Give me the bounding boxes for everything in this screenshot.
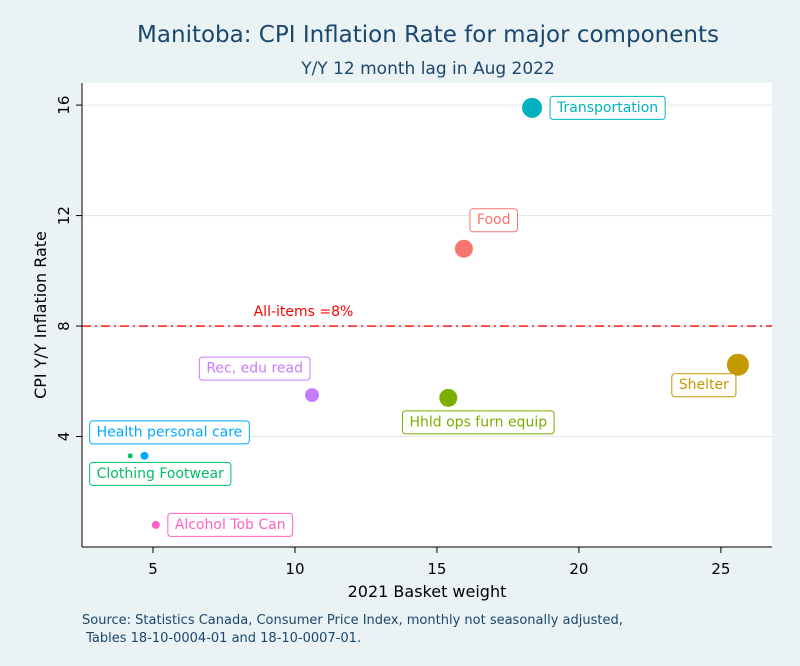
point-label-5: Health personal care	[89, 420, 250, 445]
data-point-7	[151, 520, 160, 529]
y-tick-label-12: 12	[55, 206, 73, 225]
point-label-text-3: Rec, edu read	[206, 361, 303, 377]
data-point-0	[522, 97, 543, 118]
point-label-4: Hhld ops furn equip	[401, 410, 555, 435]
y-axis-label: CPI Y/Y Inflation Rate	[31, 231, 50, 399]
chart-title: Manitoba: CPI Inflation Rate for major c…	[137, 22, 719, 48]
data-points	[127, 97, 749, 529]
source-note-line2: Tables 18-10-0004-01 and 18-10-0007-01.	[82, 631, 361, 646]
data-point-3	[305, 388, 319, 403]
data-point-1	[454, 239, 473, 258]
point-label-box-7	[167, 512, 294, 537]
y-tick-label-4: 4	[55, 432, 73, 442]
point-label-box-0	[549, 95, 666, 120]
point-label-text-2: Shelter	[679, 377, 729, 393]
point-label-1: Food	[469, 208, 518, 233]
point-label-text-1: Food	[477, 212, 511, 228]
point-label-0: Transportation	[549, 95, 666, 120]
point-label-text-6: Clothing Footwear	[97, 466, 225, 482]
point-label-box-4	[401, 410, 555, 435]
source-note-line1: Source: Statistics Canada, Consumer Pric…	[82, 613, 623, 628]
x-tick-label-15: 15	[427, 560, 446, 578]
point-label-7: Alcohol Tob Can	[167, 512, 294, 537]
point-label-text-0: Transportation	[556, 100, 658, 116]
y-axis-ticks: 4 8 12 16	[55, 96, 82, 442]
x-tick-label-25: 25	[711, 560, 730, 578]
point-label-text-5: Health personal care	[97, 424, 243, 440]
x-tick-label-5: 5	[148, 560, 158, 578]
point-label-box-5	[89, 420, 250, 445]
y-tick-label-8: 8	[55, 321, 73, 331]
data-point-4	[439, 388, 458, 407]
reference-line-group: All-items =8%	[82, 304, 772, 327]
point-label-text-4: Hhld ops furn equip	[409, 414, 547, 430]
data-point-2	[726, 353, 749, 376]
point-label-box-6	[89, 461, 232, 486]
point-label-3: Rec, edu read	[198, 356, 311, 381]
point-label-box-3	[198, 356, 311, 381]
data-point-6	[127, 453, 133, 459]
y-tick-label-16: 16	[55, 96, 73, 115]
point-label-box-2	[671, 373, 737, 398]
x-tick-label-20: 20	[569, 560, 588, 578]
data-point-5	[140, 451, 149, 460]
point-label-text-7: Alcohol Tob Can	[175, 517, 286, 533]
x-tick-label-10: 10	[285, 560, 304, 578]
point-label-box-1	[469, 208, 518, 233]
x-axis-ticks: 5 10 15 20 25	[148, 547, 730, 578]
point-labels: Transportation Food Shelter Rec, edu read Hh…	[89, 95, 737, 537]
x-axis-label: 2021 Basket weight	[348, 582, 507, 601]
reference-line-label: All-items =8%	[254, 304, 354, 320]
chart-subtitle: Y/Y 12 month lag in Aug 2022	[300, 59, 555, 79]
point-label-6: Clothing Footwear	[89, 461, 232, 486]
point-label-2: Shelter	[671, 373, 737, 398]
